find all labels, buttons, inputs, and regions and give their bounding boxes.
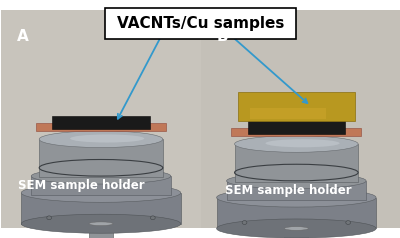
Polygon shape xyxy=(250,108,326,119)
FancyBboxPatch shape xyxy=(105,8,296,39)
Text: SEM sample holder: SEM sample holder xyxy=(225,184,352,197)
Polygon shape xyxy=(234,144,358,182)
Ellipse shape xyxy=(31,168,171,184)
Text: A: A xyxy=(17,29,29,44)
Polygon shape xyxy=(36,123,166,131)
Ellipse shape xyxy=(47,216,52,220)
Ellipse shape xyxy=(150,216,155,220)
Polygon shape xyxy=(226,181,366,200)
Polygon shape xyxy=(21,193,181,224)
Polygon shape xyxy=(248,121,345,134)
Polygon shape xyxy=(89,224,113,238)
Polygon shape xyxy=(52,116,150,129)
Text: VACNTs/Cu samples: VACNTs/Cu samples xyxy=(117,16,284,31)
Ellipse shape xyxy=(217,188,376,207)
Polygon shape xyxy=(238,92,355,121)
Ellipse shape xyxy=(39,131,163,148)
Polygon shape xyxy=(232,128,361,136)
FancyBboxPatch shape xyxy=(1,10,201,228)
Ellipse shape xyxy=(284,227,308,230)
Polygon shape xyxy=(39,139,163,177)
FancyBboxPatch shape xyxy=(201,10,400,228)
Ellipse shape xyxy=(89,222,113,226)
Ellipse shape xyxy=(242,221,247,224)
Ellipse shape xyxy=(217,219,376,238)
Polygon shape xyxy=(31,176,171,195)
Ellipse shape xyxy=(70,134,144,143)
Text: B: B xyxy=(217,29,228,44)
Text: SEM sample holder: SEM sample holder xyxy=(18,179,144,192)
Ellipse shape xyxy=(226,173,366,189)
Ellipse shape xyxy=(266,139,340,147)
Ellipse shape xyxy=(21,183,181,202)
Ellipse shape xyxy=(346,221,350,224)
Ellipse shape xyxy=(21,214,181,233)
Polygon shape xyxy=(284,228,308,238)
Polygon shape xyxy=(217,198,376,228)
Ellipse shape xyxy=(234,136,358,152)
